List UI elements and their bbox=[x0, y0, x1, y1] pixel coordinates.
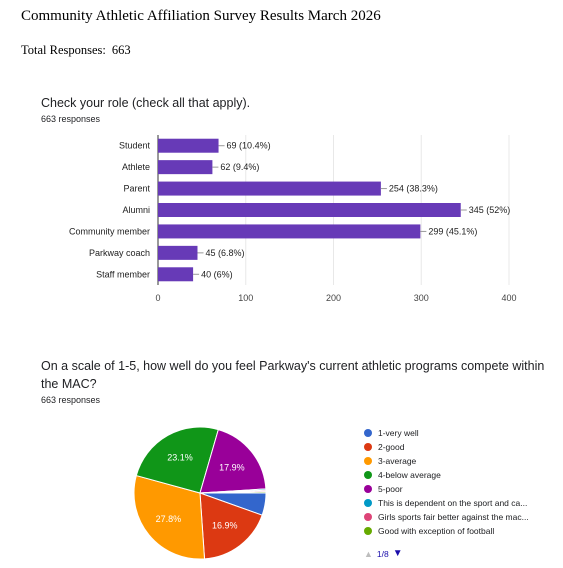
category-label: Student bbox=[119, 141, 151, 151]
question-2-response-count: 663 responses bbox=[41, 395, 101, 405]
data-label: 45 (6.8%) bbox=[205, 248, 244, 258]
data-label: 62 (9.4%) bbox=[220, 162, 259, 172]
legend-item: 2-good bbox=[364, 440, 559, 454]
question-1-title: Check your role (check all that apply). bbox=[41, 96, 251, 110]
bar bbox=[158, 181, 381, 196]
pie-slice-label: 16.9% bbox=[212, 521, 238, 531]
data-label: 345 (52%) bbox=[469, 205, 511, 215]
pie-slice bbox=[199, 492, 263, 560]
x-tick-label: 0 bbox=[155, 293, 160, 303]
page-title: Community Athletic Affiliation Survey Re… bbox=[21, 8, 381, 24]
total-responses-label: Total Responses: bbox=[21, 43, 106, 57]
legend-item: 5-poor bbox=[364, 482, 559, 496]
category-label: Athlete bbox=[122, 162, 150, 172]
pie-slice-label: 17.9% bbox=[219, 462, 245, 472]
question-1-response-count: 663 responses bbox=[41, 114, 101, 124]
total-responses-value: 663 bbox=[111, 43, 131, 57]
legend-swatch bbox=[364, 499, 372, 507]
legend-item: This is dependent on the sport and ca... bbox=[364, 496, 559, 510]
data-label: 254 (38.3%) bbox=[389, 184, 438, 194]
legend-label: Girls sports fair better against the mac… bbox=[378, 512, 529, 522]
data-label: 299 (45.1%) bbox=[428, 226, 477, 236]
category-label: Community member bbox=[69, 226, 150, 236]
pie-slice bbox=[133, 474, 206, 560]
legend-swatch bbox=[364, 429, 372, 437]
pie-slice bbox=[199, 428, 267, 494]
legend-label: 1-very well bbox=[378, 428, 419, 438]
bar bbox=[158, 160, 213, 175]
legend-pager: ▲ 1/8 ▼ bbox=[364, 548, 403, 559]
category-label: Alumni bbox=[122, 205, 150, 215]
pie-slice-label: 27.8% bbox=[156, 514, 182, 524]
legend-item: Girls sports fair better against the mac… bbox=[364, 510, 559, 524]
bar bbox=[158, 138, 219, 153]
legend-swatch bbox=[364, 527, 372, 535]
role-bar-chart: 0 100 200 300 400 Student 69 (10.4%) Athlete 62 … bbox=[69, 135, 517, 303]
legend-label: Good with exception of football bbox=[378, 526, 495, 536]
legend-item: Good with exception of football bbox=[364, 524, 559, 538]
x-tick-label: 300 bbox=[414, 293, 429, 303]
legend-label: 2-good bbox=[378, 442, 405, 452]
rating-pie-chart: 16.9% 27.8% 23.1% 17.9% bbox=[133, 426, 267, 560]
question-2-title: On a scale of 1-5, how well do you feel … bbox=[41, 359, 545, 391]
x-tick-label: 400 bbox=[501, 293, 516, 303]
bar bbox=[158, 203, 461, 217]
legend-next-page-icon[interactable]: ▼ bbox=[392, 548, 403, 559]
category-label: Parkway coach bbox=[89, 248, 150, 258]
total-responses: Total Responses: 663 bbox=[21, 43, 137, 58]
pie-slice bbox=[199, 491, 267, 494]
legend-swatch bbox=[364, 443, 372, 451]
legend-label: 4-below average bbox=[378, 470, 441, 480]
legend-swatch bbox=[364, 457, 372, 465]
data-label: 40 (6%) bbox=[201, 269, 233, 279]
legend-label: 3-average bbox=[378, 456, 417, 466]
legend-prev-page-icon[interactable]: ▲ bbox=[364, 548, 373, 559]
legend-item: 4-below average bbox=[364, 468, 559, 482]
bar bbox=[158, 224, 421, 239]
legend-label: 5-poor bbox=[378, 484, 403, 494]
x-tick-label: 200 bbox=[326, 293, 341, 303]
legend-item: 1-very well bbox=[364, 426, 559, 440]
bar bbox=[158, 245, 198, 260]
legend-item: 3-average bbox=[364, 454, 559, 468]
pie-slice bbox=[135, 426, 219, 494]
legend-swatch bbox=[364, 513, 372, 521]
pie-slice-label: 23.1% bbox=[167, 452, 193, 462]
legend-label: This is dependent on the sport and ca... bbox=[378, 498, 528, 508]
legend-swatch bbox=[364, 485, 372, 493]
legend-page-indicator: 1/8 bbox=[376, 548, 389, 559]
x-tick-label: 100 bbox=[238, 293, 253, 303]
bar bbox=[158, 267, 194, 282]
pie-legend: 1-very well 2-good 3-average 4-below averag… bbox=[364, 426, 559, 538]
category-label: Parent bbox=[123, 184, 150, 194]
data-label: 69 (10.4%) bbox=[227, 141, 271, 151]
category-label: Staff member bbox=[96, 269, 150, 279]
legend-swatch bbox=[364, 471, 372, 479]
